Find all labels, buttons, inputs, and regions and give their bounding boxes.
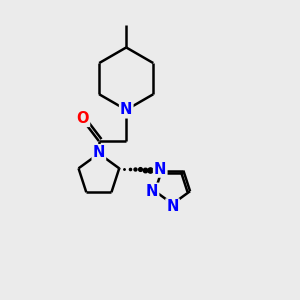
Text: N: N (93, 145, 105, 160)
Text: N: N (167, 200, 179, 214)
Text: N: N (120, 102, 132, 117)
Text: N: N (146, 184, 158, 199)
Text: O: O (76, 111, 89, 126)
Text: N: N (154, 162, 167, 177)
